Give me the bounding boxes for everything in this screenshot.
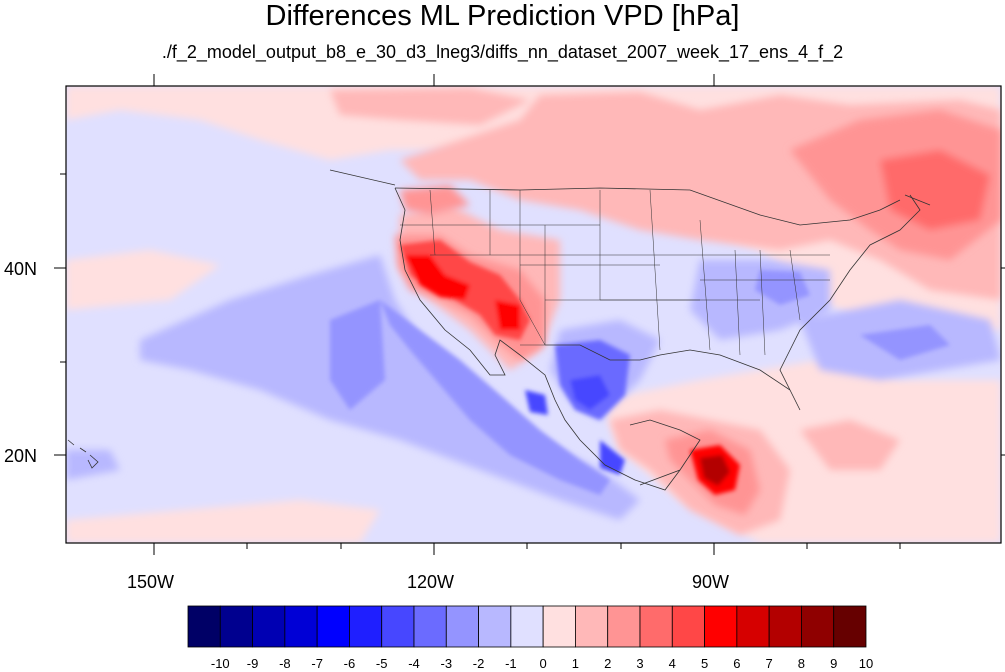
colorbar-swatch bbox=[575, 605, 609, 648]
field-positive-4-9 bbox=[400, 240, 740, 495]
map-frame bbox=[65, 85, 1002, 544]
colorbar-swatch bbox=[445, 605, 479, 648]
colorbar-tick-label: -8 bbox=[279, 656, 291, 671]
field-negative-3-10 bbox=[330, 270, 950, 495]
colorbar-swatch bbox=[413, 605, 447, 648]
axis-ticks bbox=[54, 74, 1005, 555]
state-borders bbox=[400, 189, 830, 356]
colorbar-swatch bbox=[349, 605, 383, 648]
colorbar-swatch bbox=[736, 605, 770, 648]
colorbar-swatch bbox=[187, 605, 221, 648]
colorbar-tick-label: 10 bbox=[858, 656, 874, 671]
map-field bbox=[66, 86, 1001, 543]
lon-label-150w: 150W bbox=[127, 572, 175, 592]
colorbar-swatch bbox=[316, 605, 350, 648]
colorbar-tick-label: -5 bbox=[375, 656, 388, 671]
colorbar-tick-label: -6 bbox=[343, 656, 356, 671]
colorbar-tick-label: 2 bbox=[604, 656, 612, 671]
colorbar-swatch bbox=[768, 605, 802, 648]
colorbar-swatch bbox=[801, 605, 835, 648]
colorbar-tick-label: 9 bbox=[830, 656, 838, 671]
colorbar-swatch bbox=[252, 605, 286, 648]
colorbar-tick-label: -1 bbox=[505, 656, 517, 671]
lat-label-40n: 40N bbox=[4, 259, 38, 279]
colorbar-tick-label: -9 bbox=[246, 656, 259, 671]
colorbar-tick-label: 7 bbox=[765, 656, 773, 671]
colorbar-tick-label: 0 bbox=[539, 656, 547, 671]
coastlines bbox=[329, 169, 931, 491]
colorbar bbox=[187, 605, 867, 648]
colorbar-swatch bbox=[607, 605, 641, 648]
lon-label-120w: 120W bbox=[407, 572, 455, 592]
colorbar-tick-label: 6 bbox=[733, 656, 741, 671]
colorbar-tick-label: -10 bbox=[210, 656, 230, 671]
lon-label-90w: 90W bbox=[692, 572, 730, 592]
colorbar-swatch bbox=[671, 605, 705, 648]
colorbar-swatch bbox=[284, 605, 318, 648]
colorbar-swatch bbox=[704, 605, 738, 648]
colorbar-tick-label: -3 bbox=[440, 656, 453, 671]
colorbar-tick-label: -4 bbox=[408, 656, 420, 671]
chart-subtitle: ./f_2_model_output_b8_e_30_d3_lneg3/diff… bbox=[161, 42, 844, 62]
colorbar-tick-label: 1 bbox=[571, 656, 580, 671]
colorbar-tick-label: 8 bbox=[797, 656, 806, 671]
colorbar-tick-label: -7 bbox=[311, 656, 323, 671]
colorbar-swatch bbox=[381, 605, 415, 648]
colorbar-swatch bbox=[542, 605, 576, 648]
hawaii-islands bbox=[67, 439, 99, 469]
colorbar-tick-label: -2 bbox=[472, 656, 485, 671]
colorbar-swatch bbox=[219, 605, 253, 648]
chart-title: Differences ML Prediction VPD [hPa] bbox=[265, 0, 740, 32]
lat-label-20n: 20N bbox=[4, 446, 38, 466]
colorbar-swatch bbox=[478, 605, 512, 648]
colorbar-tick-label: 3 bbox=[636, 656, 644, 671]
colorbar-tick-label: 5 bbox=[700, 656, 709, 671]
colorbar-swatch bbox=[510, 605, 544, 648]
colorbar-swatch bbox=[833, 605, 867, 648]
colorbar-tick-label: 4 bbox=[668, 656, 676, 671]
colorbar-swatch bbox=[639, 605, 673, 648]
